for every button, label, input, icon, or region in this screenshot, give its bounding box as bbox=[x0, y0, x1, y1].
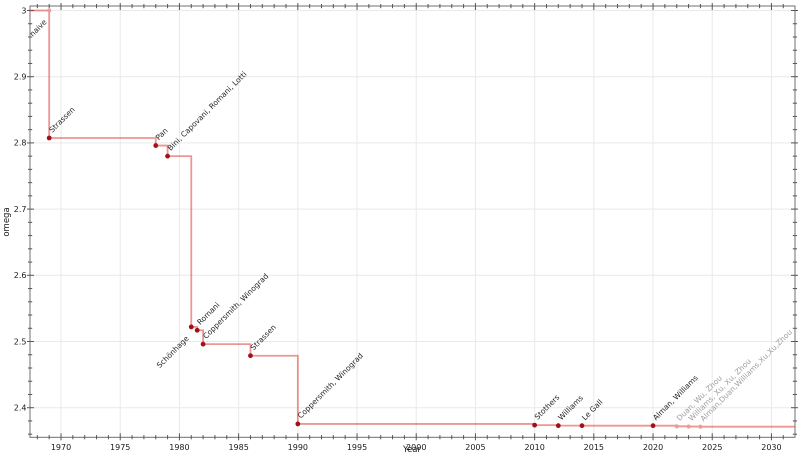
x-tick-label: 2030 bbox=[761, 443, 781, 452]
data-point-marker bbox=[188, 324, 194, 330]
data-point-marker bbox=[200, 341, 206, 347]
data-point-marker bbox=[674, 424, 679, 429]
data-point-marker bbox=[698, 424, 703, 429]
x-tick-label: 2020 bbox=[643, 443, 663, 452]
data-point-marker bbox=[153, 143, 159, 148]
y-tick-label: 2.4 bbox=[14, 404, 27, 413]
y-tick-label: 2.7 bbox=[14, 205, 27, 214]
y-tick-label: 2.8 bbox=[14, 139, 27, 148]
x-tick-label: 2015 bbox=[584, 443, 604, 452]
data-point-marker bbox=[165, 153, 170, 159]
annotation-label: Strassen bbox=[47, 105, 77, 135]
x-tick-label: 1990 bbox=[288, 443, 308, 452]
x-tick-label: 1970 bbox=[51, 443, 71, 452]
data-point-marker bbox=[579, 423, 585, 429]
chart-plot-area: 1970 1975 1980 1985 1990 1995 2000 2005 2010 2015… bbox=[14, 3, 798, 452]
x-tick-label: 2010 bbox=[524, 443, 544, 452]
annotation-label: Coppersmith, Winograd bbox=[296, 351, 365, 420]
x-tick-label: 2005 bbox=[465, 443, 485, 452]
annotation-label: Williams, Xu, Xu, Zhou bbox=[687, 356, 753, 422]
y-tick-label: 3 bbox=[21, 6, 26, 15]
x-tick-label: 1995 bbox=[347, 443, 367, 452]
x-axis-label: Year bbox=[402, 445, 422, 455]
data-point-marker bbox=[47, 8, 52, 13]
data-point-marker bbox=[295, 421, 301, 427]
y-axis-label: omega bbox=[2, 207, 12, 236]
omega-step-line bbox=[30, 9, 795, 428]
data-point-marker bbox=[532, 422, 538, 428]
data-point-marker bbox=[194, 327, 200, 333]
annotation-label: Schönhage bbox=[155, 334, 191, 370]
plot-border bbox=[29, 5, 796, 438]
x-tick-label: 1980 bbox=[169, 443, 189, 452]
annotation-label: naive bbox=[28, 17, 49, 38]
x-tick-label: 1975 bbox=[110, 443, 130, 452]
annotation-label: Le Gall bbox=[580, 398, 604, 422]
x-tick-label: 1985 bbox=[228, 443, 248, 452]
y-tick-label: 2.5 bbox=[14, 337, 27, 346]
y-tick-label: 2.6 bbox=[14, 271, 27, 280]
data-point-marker bbox=[248, 353, 253, 359]
data-point-marker bbox=[555, 423, 561, 429]
y-tick-label: 2.9 bbox=[14, 73, 27, 82]
data-point-marker bbox=[46, 135, 52, 141]
data-point-marker bbox=[686, 424, 691, 429]
annotation-label: Strassen bbox=[249, 323, 279, 353]
x-tick-label: 2000 bbox=[406, 443, 426, 452]
data-point-marker bbox=[650, 423, 656, 429]
annotation-label: Bini, Capovani, Romani, Lotti bbox=[166, 70, 249, 153]
x-tick-label: 2025 bbox=[702, 443, 722, 452]
